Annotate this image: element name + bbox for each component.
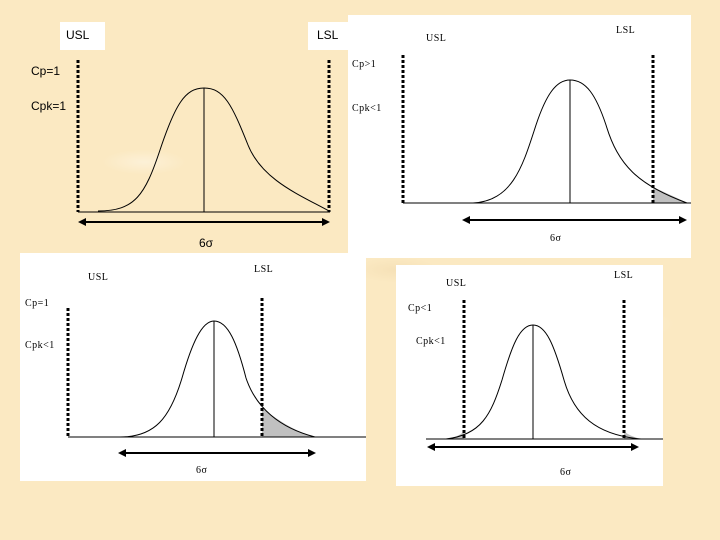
cpk-label: Cpk<1 [416,336,446,347]
normal-curve [472,79,688,204]
panel-cp1-cpk1-graphic [76,60,331,226]
six-sigma-label: 6σ [196,465,208,476]
arrow-head-right [679,216,687,224]
lsl-label: LSL [614,270,634,281]
cp-label: Cp<1 [408,303,433,314]
panel-cpgt1-cpklt1: USL LSL Cp>1 Cpk<1 6σ [348,15,691,258]
arrow-head-left [427,443,435,451]
usl-label: USL [66,28,90,42]
arrow-head-left [78,218,86,226]
six-sigma-label: 6σ [560,467,572,478]
panel-cp1-cpklt1: USL LSL Cp=1 Cpk<1 6σ [20,253,366,481]
panel-cp1-cpklt1-graphic [66,298,366,457]
arrow-head-left [118,449,126,457]
cp-label: Cp=1 [25,298,50,309]
lsl-label: LSL [317,28,339,42]
cpk-label: Cpk<1 [352,103,382,114]
arrow-head-right [308,449,316,457]
lsl-label: LSL [254,264,274,275]
six-sigma-label: 6σ [199,236,214,250]
usl-label: USL [446,278,467,289]
tail-shade-left [446,431,464,439]
lsl-label: LSL [616,25,636,36]
normal-curve [445,324,642,440]
normal-curve [97,87,330,212]
normal-curve [119,320,316,438]
usl-tag-background [60,22,105,50]
panel-cp1-cpk1: USL LSL Cp=1 Cpk=1 6σ [0,0,350,260]
panel-cplt1-cpklt1: USL LSL Cp<1 Cpk<1 6σ [396,265,663,486]
cpk-label: Cpk<1 [25,340,55,351]
panel-cplt1-cpklt1-graphic [426,300,663,451]
tail-shade [262,408,315,437]
six-sigma-label: 6σ [550,233,562,244]
lsl-tag-background [308,22,350,50]
arrow-head-right [631,443,639,451]
tail-shade [653,187,687,203]
panel-cpgt1-cpklt1-graphic [401,55,691,224]
arrow-head-right [322,218,330,226]
cpk-label: Cpk=1 [31,99,67,113]
arrow-head-left [462,216,470,224]
cp-label: Cp=1 [31,64,61,78]
cp-label: Cp>1 [352,59,377,70]
usl-label: USL [88,272,109,283]
usl-label: USL [426,33,447,44]
